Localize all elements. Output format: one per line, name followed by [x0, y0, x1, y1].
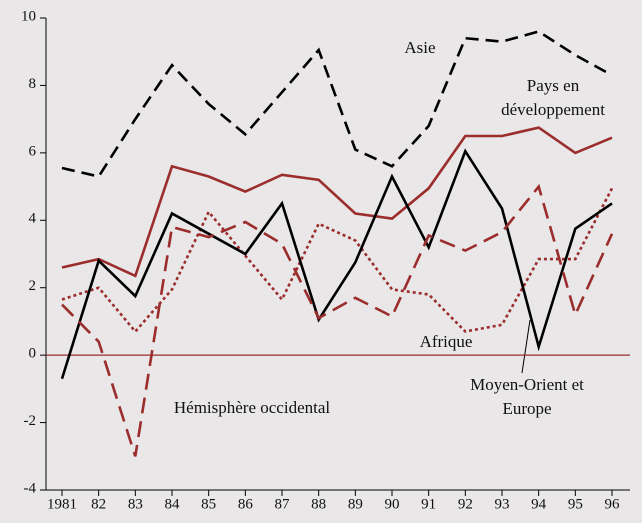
- x-tick-label: 86: [238, 496, 254, 512]
- leader-line: [522, 320, 530, 373]
- series-label: Hémisphère occidental: [132, 396, 372, 420]
- y-tick-label: 2: [29, 278, 37, 294]
- series-label: Asie: [400, 36, 440, 60]
- x-tick-label: 91: [421, 496, 436, 512]
- y-tick-label: 8: [29, 76, 37, 92]
- y-tick-label: -4: [24, 480, 37, 496]
- x-tick-label: 84: [165, 496, 181, 512]
- series-label: Afrique: [396, 330, 496, 354]
- y-tick-label: 6: [29, 143, 37, 159]
- y-tick-label: 0: [29, 346, 37, 362]
- x-tick-label: 87: [275, 496, 291, 512]
- x-tick-label: 90: [385, 496, 400, 512]
- x-tick-label: 95: [568, 496, 583, 512]
- x-tick-label: 83: [128, 496, 143, 512]
- x-tick-label: 94: [531, 496, 547, 512]
- series-line: [62, 128, 612, 276]
- y-tick-label: -2: [24, 413, 37, 429]
- y-tick-label: 4: [29, 211, 37, 227]
- series-line: [62, 151, 612, 379]
- chart: -4 -2 0 2 4 6 8 10 1981 82 83 84 85 86 87 88 89 90 91 92 93 9…: [0, 0, 642, 523]
- x-tick-label: 88: [311, 496, 326, 512]
- x-tick-label: 93: [495, 496, 510, 512]
- y-tick-label: 10: [21, 8, 36, 24]
- series-label: Moyen-Orient et Europe: [452, 373, 602, 421]
- x-tick-label: 85: [201, 496, 216, 512]
- x-tick-label: 82: [91, 496, 106, 512]
- x-tick-label: 96: [605, 496, 621, 512]
- x-tick-label: 1981: [47, 496, 77, 512]
- x-tick-label: 92: [458, 496, 473, 512]
- series-label: Pays en développement: [478, 74, 628, 122]
- x-tick-label: 89: [348, 496, 363, 512]
